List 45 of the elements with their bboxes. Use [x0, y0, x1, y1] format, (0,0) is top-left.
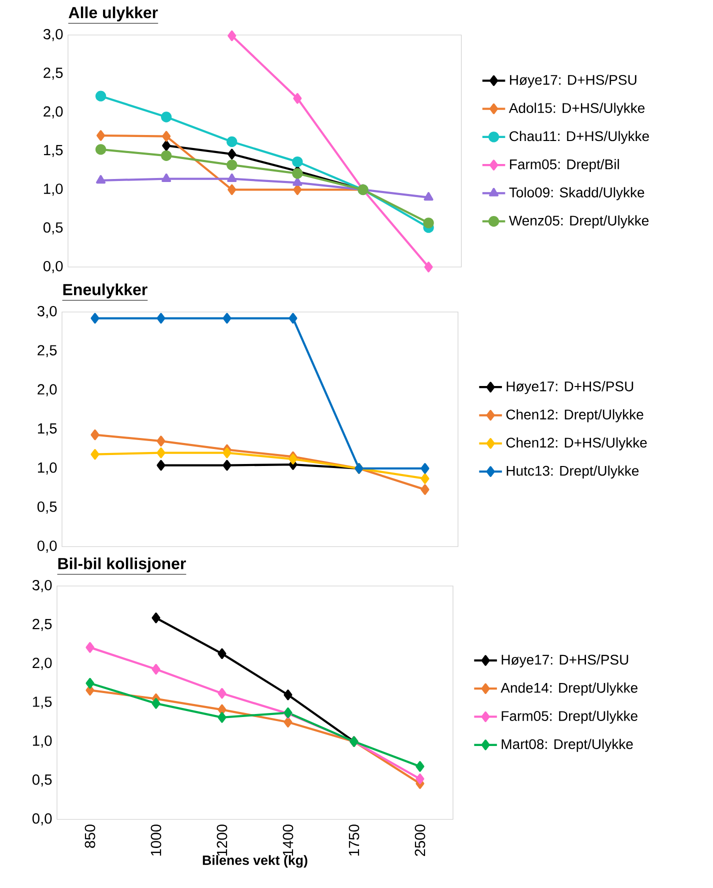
- y-tick-label: 1,5: [33, 696, 52, 709]
- x-tick-label: 850: [84, 824, 96, 848]
- legend-label: Chen12: Drept/Ulykke: [506, 409, 644, 422]
- y-tick-label: 2,5: [38, 345, 57, 358]
- y-tick-label: 0,0: [32, 813, 52, 826]
- y-tick-label: 1,0: [33, 736, 52, 748]
- legend-label: Mart08: Drept/Ulykke: [502, 738, 633, 752]
- legend-label: Wenz05: Drept/Ulykke: [508, 215, 649, 228]
- legend-label: Høye17: D+HS/PSU: [510, 74, 636, 88]
- legend-label: Adol15: D+HS/Ulykke: [508, 102, 645, 116]
- y-tick-label: 0,0: [37, 540, 57, 553]
- y-tick-label: 0,0: [43, 260, 63, 274]
- y-tick-label: 1,5: [38, 423, 57, 436]
- legend-label: Høye17: D+HS/PSU: [506, 381, 634, 394]
- y-tick-label: 2,0: [32, 658, 52, 670]
- legend-label: Farm05: Drept/Bil: [510, 159, 619, 172]
- y-tick-label: 1,0: [38, 462, 57, 475]
- y-tick-label: 2,5: [44, 68, 63, 80]
- y-tick-label: 0,5: [37, 502, 57, 514]
- x-tick-label: 2500: [414, 824, 426, 856]
- chart-title: Eneulykker: [63, 284, 148, 298]
- legend-label: Høye17: D+HS/PSU: [502, 654, 628, 668]
- y-tick-label: 3,0: [43, 28, 63, 42]
- legend-label: Ande14: Drept/Ulykke: [500, 682, 638, 696]
- legend-label: Farm05: Drept/Ulykke: [502, 710, 638, 724]
- y-tick-label: 3,0: [37, 306, 57, 318]
- y-tick-label: 0,5: [43, 222, 63, 234]
- x-axis-title: Bilenes vekt (kg): [202, 855, 308, 868]
- legend-label: Tolo09: Skadd/Ulykke: [509, 187, 644, 200]
- y-tick-label: 2,0: [44, 106, 63, 118]
- x-tick-label: 1000: [150, 824, 162, 856]
- legend-label: Chau11: D+HS/Ulykke: [510, 130, 649, 144]
- chart-title: Bil-bil kollisjoner: [58, 558, 186, 572]
- x-tick-label: 1400: [282, 824, 294, 856]
- y-tick-label: 2,0: [38, 384, 57, 396]
- y-tick-label: 1,5: [44, 145, 63, 157]
- x-tick-label: 1750: [348, 824, 360, 856]
- y-tick-label: 2,5: [32, 618, 52, 631]
- y-tick-label: 1,0: [44, 184, 63, 196]
- y-tick-label: 0,5: [32, 774, 52, 787]
- legend-label: Hutc13: Drept/Ulykke: [506, 465, 639, 479]
- y-tick-label: 3,0: [32, 580, 52, 592]
- chart-title: Alle ulykker: [68, 6, 158, 22]
- legend-label: Chen12: D+HS/Ulykke: [506, 437, 647, 450]
- x-tick-label: 1200: [216, 824, 228, 856]
